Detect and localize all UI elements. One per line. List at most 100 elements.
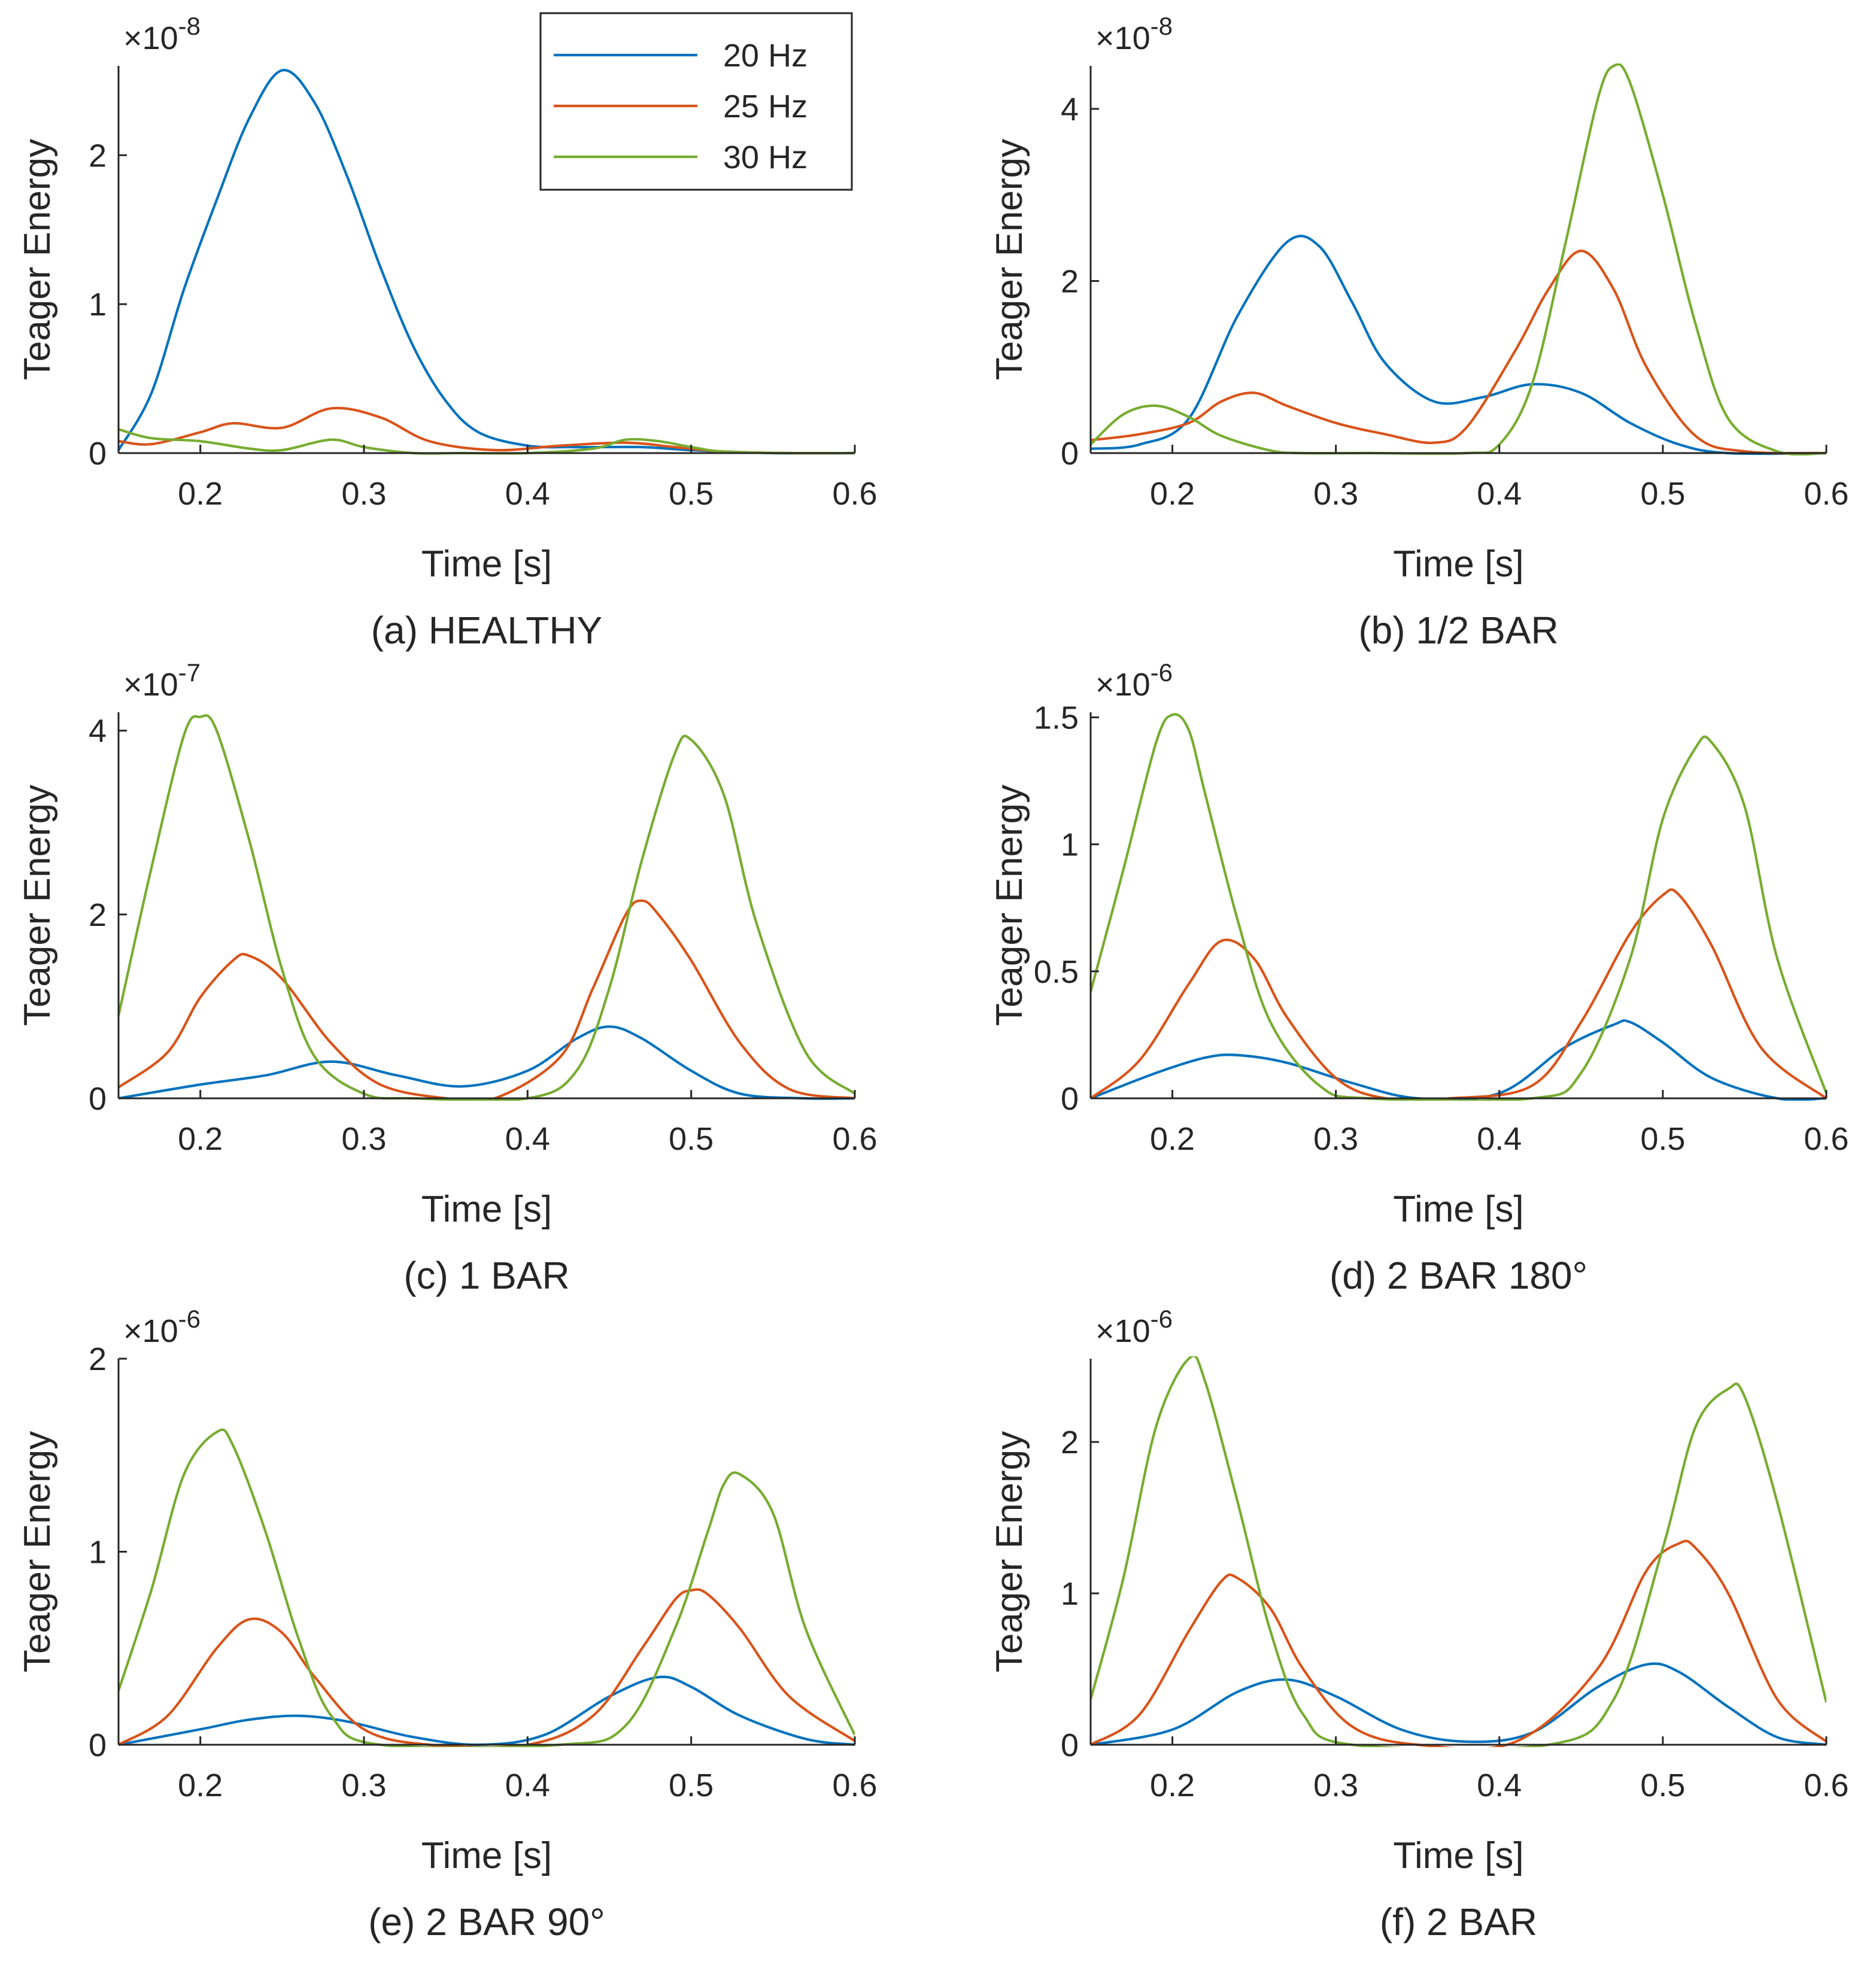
x-tick-label: 0.6 bbox=[832, 1767, 877, 1803]
x-tick-label: 0.3 bbox=[1313, 476, 1358, 512]
x-axis-label: Time [s] bbox=[421, 1835, 552, 1876]
y-tick-label: 1 bbox=[1061, 827, 1079, 863]
y-tick-label: 0 bbox=[1061, 1727, 1079, 1763]
x-axis-label: Time [s] bbox=[421, 1189, 552, 1230]
legend-entry-label: 25 Hz bbox=[723, 89, 808, 124]
series-line-20-hz bbox=[119, 1675, 855, 1747]
legend: 20 Hz 25 Hz 30 Hz bbox=[539, 12, 853, 191]
panel-4: 0.2 0.3 0.4 0.5 0.6 0 0.5 1 1.5 ×10-6 Teager Energ… bbox=[989, 658, 1849, 1297]
x-tick-label: 0.4 bbox=[1477, 1121, 1522, 1157]
x-axis-label: Time [s] bbox=[1393, 543, 1523, 585]
x-tick-label: 0.3 bbox=[341, 1121, 386, 1157]
panel-caption: (d) 2 BAR 180° bbox=[1329, 1254, 1587, 1297]
y-tick-label: 0 bbox=[89, 1727, 107, 1763]
y-exponent-label: ×10-6 bbox=[123, 1305, 201, 1349]
series-line-20-hz bbox=[1091, 1662, 1826, 1747]
series-line-30-hz bbox=[1091, 713, 1826, 1101]
x-tick-label: 0.2 bbox=[178, 1767, 223, 1803]
y-tick-label: 1 bbox=[1061, 1576, 1079, 1612]
y-tick-label: 0 bbox=[1061, 436, 1079, 472]
y-exponent-power: -6 bbox=[1151, 658, 1173, 687]
panel-3: 0.2 0.3 0.4 0.5 0.6 0 2 4 ×10-7 Teager Energy Time… bbox=[17, 658, 878, 1297]
panel-caption: (e) 2 BAR 90° bbox=[368, 1900, 605, 1943]
panel-caption: (f) 2 BAR bbox=[1380, 1900, 1537, 1943]
series-line-30-hz bbox=[1091, 1356, 1826, 1747]
x-tick-label: 0.4 bbox=[1477, 476, 1522, 512]
y-exponent-label: ×10-8 bbox=[123, 12, 201, 56]
x-tick-label: 0.5 bbox=[669, 1767, 714, 1803]
x-tick-label: 0.5 bbox=[669, 1121, 714, 1157]
y-tick-label: 1 bbox=[89, 287, 107, 323]
x-tick-label: 0.2 bbox=[1150, 476, 1195, 512]
panel-caption: (b) 1/2 BAR bbox=[1358, 609, 1558, 652]
x-tick-label: 0.3 bbox=[341, 1767, 386, 1803]
y-axis-label: Teager Energy bbox=[17, 139, 58, 380]
x-tick-label: 0.5 bbox=[1640, 1121, 1685, 1157]
y-tick-label: 0 bbox=[1061, 1081, 1079, 1117]
y-tick-label: 2 bbox=[89, 1341, 107, 1377]
y-tick-label: 1 bbox=[89, 1535, 107, 1571]
x-tick-label: 0.5 bbox=[1640, 476, 1685, 512]
x-axis-label: Time [s] bbox=[421, 543, 552, 585]
y-tick-label: 0 bbox=[89, 1081, 107, 1117]
series-line-30-hz bbox=[119, 714, 855, 1101]
y-exponent-label: ×10-6 bbox=[1095, 658, 1173, 703]
x-tick-label: 0.5 bbox=[1640, 1767, 1685, 1803]
y-tick-label: 2 bbox=[89, 897, 107, 933]
series-line-20-hz bbox=[119, 1025, 855, 1100]
legend-box bbox=[539, 12, 853, 191]
series-group bbox=[119, 1428, 855, 1747]
series-line-25-hz bbox=[1091, 888, 1826, 1101]
y-exponent-power: -6 bbox=[1151, 1305, 1173, 1333]
x-tick-label: 0.2 bbox=[178, 1121, 223, 1157]
x-tick-label: 0.4 bbox=[1477, 1767, 1522, 1803]
y-exponent-power: -6 bbox=[178, 1305, 201, 1333]
series-group bbox=[1091, 63, 1826, 455]
y-axis-label: Teager Energy bbox=[17, 785, 58, 1026]
y-exponent-power: -8 bbox=[1151, 12, 1173, 40]
y-tick-label: 4 bbox=[89, 713, 107, 749]
x-tick-label: 0.3 bbox=[1313, 1767, 1358, 1803]
x-tick-label: 0.3 bbox=[341, 476, 386, 512]
y-tick-label: 0.5 bbox=[1034, 954, 1079, 990]
series-line-20-hz bbox=[119, 69, 855, 455]
legend-entry-label: 20 Hz bbox=[723, 38, 808, 74]
series-group bbox=[119, 714, 855, 1101]
x-tick-label: 0.3 bbox=[1313, 1121, 1358, 1157]
x-tick-label: 0.2 bbox=[1150, 1767, 1195, 1803]
series-line-30-hz bbox=[1091, 63, 1826, 455]
x-tick-label: 0.6 bbox=[1804, 1767, 1848, 1803]
panel-caption: (c) 1 BAR bbox=[403, 1254, 569, 1297]
y-axis-label: Teager Energy bbox=[17, 1431, 58, 1672]
x-tick-label: 0.6 bbox=[832, 476, 877, 512]
y-tick-label: 0 bbox=[89, 436, 107, 472]
y-tick-label: 2 bbox=[1061, 263, 1079, 299]
panel-6: 0.2 0.3 0.4 0.5 0.6 0 1 2 ×10-6 Teager Energy Time… bbox=[989, 1305, 1849, 1943]
x-tick-label: 0.5 bbox=[669, 476, 714, 512]
y-exponent-power: -8 bbox=[178, 12, 201, 40]
x-tick-label: 0.6 bbox=[1804, 1121, 1848, 1157]
y-tick-label: 4 bbox=[1061, 92, 1079, 127]
x-tick-label: 0.6 bbox=[832, 1121, 877, 1157]
legend-entry-label: 30 Hz bbox=[723, 139, 808, 175]
panels-layer: 0.2 0.3 0.4 0.5 0.6 0 1 2 ×10-8 Teager Energy Time… bbox=[17, 12, 1849, 1943]
series-line-25-hz bbox=[1091, 1539, 1826, 1747]
y-tick-label: 2 bbox=[1061, 1425, 1079, 1460]
y-axis-label: Teager Energy bbox=[989, 1431, 1030, 1672]
series-line-20-hz bbox=[1091, 1019, 1826, 1101]
x-axis-label: Time [s] bbox=[1393, 1835, 1523, 1876]
series-group bbox=[1091, 713, 1826, 1101]
y-axis-label: Teager Energy bbox=[989, 785, 1030, 1026]
y-tick-label: 2 bbox=[89, 138, 107, 174]
y-tick-label: 1.5 bbox=[1034, 700, 1079, 736]
series-line-25-hz bbox=[119, 899, 855, 1101]
panel-1: 0.2 0.3 0.4 0.5 0.6 0 1 2 ×10-8 Teager Energy Time… bbox=[17, 12, 878, 652]
y-exponent-label: ×10-6 bbox=[1095, 1305, 1173, 1349]
x-axis-label: Time [s] bbox=[1393, 1189, 1523, 1230]
x-tick-label: 0.4 bbox=[505, 1767, 550, 1803]
series-line-30-hz bbox=[119, 1428, 855, 1747]
x-tick-label: 0.4 bbox=[505, 476, 550, 512]
x-tick-label: 0.2 bbox=[1150, 1121, 1195, 1157]
panel-2: 0.2 0.3 0.4 0.5 0.6 0 2 4 ×10-8 Teager Energy Time… bbox=[989, 12, 1849, 652]
